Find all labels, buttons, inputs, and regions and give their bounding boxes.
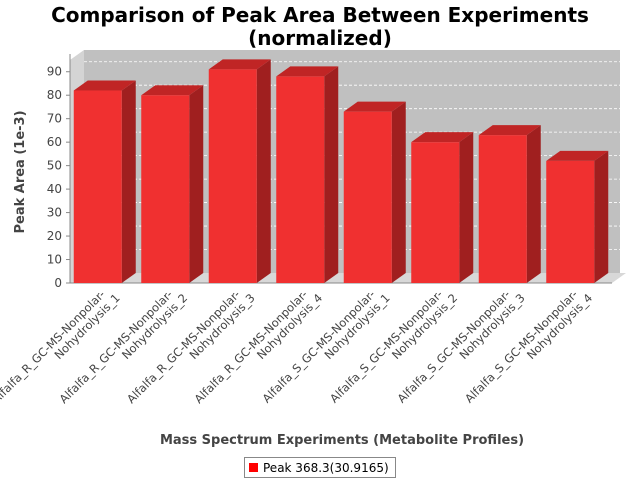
bar-front	[141, 95, 190, 283]
x-tick-label: Alfalfa_S_GC-MS-Nonpolar-Nohydrolysis_2	[327, 282, 460, 415]
bar-front	[343, 111, 392, 283]
bar	[141, 85, 204, 283]
legend-swatch	[249, 463, 258, 472]
bar	[343, 101, 406, 283]
x-axis-label: Mass Spectrum Experiments (Metabolite Pr…	[160, 433, 524, 448]
bar-top	[546, 150, 609, 161]
y-tick-label: 80	[47, 88, 62, 102]
bar-top	[208, 59, 271, 70]
y-tick-label: 30	[47, 206, 62, 220]
bar-front	[546, 160, 595, 283]
y-tick-label: 20	[47, 229, 62, 243]
legend-label: Peak 368.3(30.9165)	[263, 460, 389, 475]
bar-side	[391, 101, 406, 283]
y-tick-label: 90	[47, 65, 62, 79]
bar-front	[276, 76, 325, 283]
x-tick-label: Alfalfa_R_GC-MS-Nonpolar-Nohydrolysis_2	[57, 282, 191, 416]
bar	[208, 59, 271, 284]
bar-front	[208, 69, 257, 284]
bar	[276, 66, 339, 283]
y-tick-label: 0	[54, 276, 62, 290]
bar-top	[478, 125, 541, 136]
x-tick-label: Alfalfa_S_GC-MS-Nonpolar-Nohydrolysis_1	[260, 282, 393, 415]
legend: Peak 368.3(30.9165)	[244, 457, 396, 478]
bar-side	[594, 150, 609, 283]
bar-front	[411, 142, 460, 283]
x-tick-label: Alfalfa_S_GC-MS-Nonpolar-Nohydrolysis_3	[395, 282, 528, 415]
y-tick-label: 50	[47, 159, 62, 173]
bar-side	[256, 59, 271, 284]
chart-title: Comparison of Peak Area Between Experime…	[0, 4, 640, 50]
bar-side	[189, 85, 204, 283]
x-tick-label: Alfalfa_R_GC-MS-Nonpolar-Nohydrolysis_3	[124, 282, 258, 416]
bar	[73, 80, 136, 283]
bar	[411, 132, 474, 283]
bar-side	[526, 125, 541, 284]
x-tick-label: Alfalfa_R_GC-MS-Nonpolar-Nohydrolysis_4	[192, 282, 326, 416]
bar-series	[73, 59, 609, 284]
chart-title-line1: Comparison of Peak Area Between Experime…	[51, 3, 589, 27]
bar-top	[73, 80, 136, 91]
bar-top	[141, 85, 204, 96]
chart-title-line2: (normalized)	[248, 26, 392, 50]
bar	[546, 150, 609, 283]
bar-side	[459, 132, 474, 283]
bar-top	[276, 66, 339, 77]
y-tick-label: 10	[47, 253, 62, 267]
x-axis: Alfalfa_R_GC-MS-Nonpolar-Nohydrolysis_1A…	[0, 282, 595, 416]
y-tick-label: 70	[47, 112, 62, 126]
x-tick-label: Alfalfa_S_GC-MS-Nonpolar-Nohydrolysis_4	[462, 282, 595, 415]
bar	[478, 125, 541, 284]
bar-side	[121, 80, 136, 283]
bar-top	[343, 101, 406, 112]
y-axis-label: Peak Area (1e-3)	[13, 110, 28, 233]
bar-front	[478, 135, 527, 283]
y-tick-label: 60	[47, 135, 62, 149]
bar-side	[324, 66, 339, 283]
y-tick-label: 40	[47, 182, 62, 196]
bar-top	[411, 132, 474, 143]
x-tick-label-line: Alfalfa_R_GC-MS-Nonpolar-	[0, 287, 108, 406]
bar-front	[73, 90, 122, 283]
